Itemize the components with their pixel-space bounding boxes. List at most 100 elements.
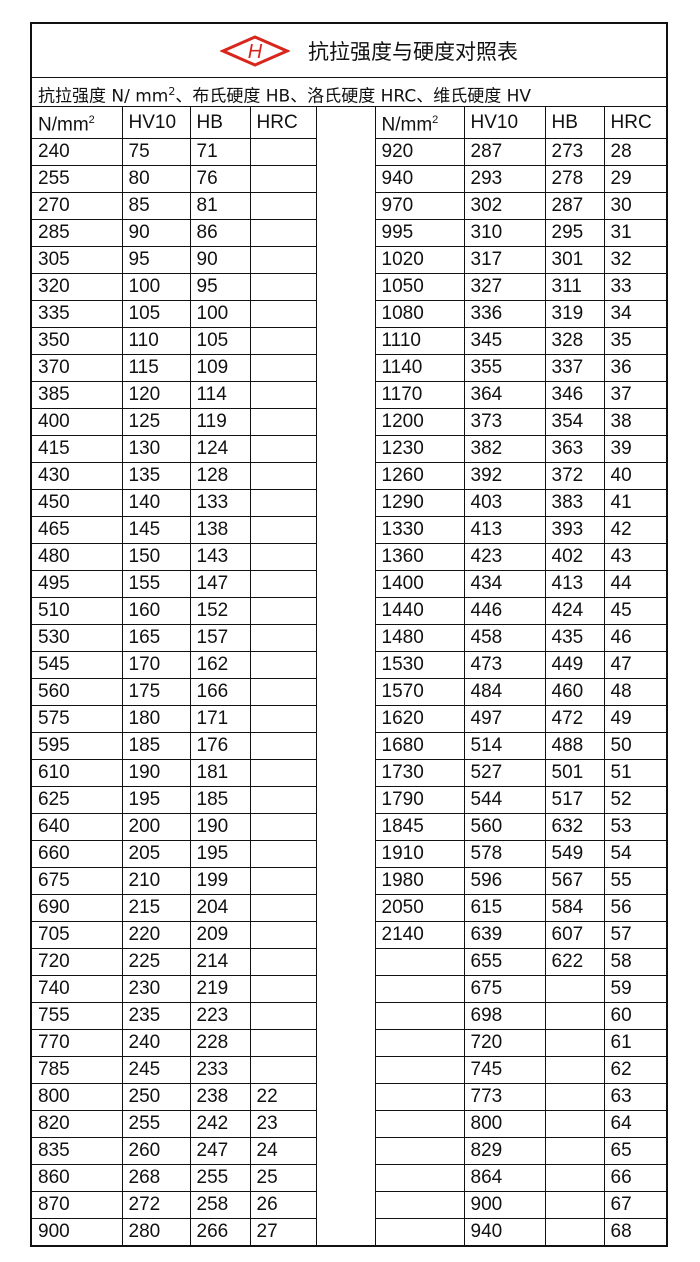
right-hrc-cell: 63 bbox=[603, 1083, 666, 1112]
table-row: 740 230 219 675 59 bbox=[32, 975, 666, 1004]
right-hrc-cell: 40 bbox=[603, 462, 666, 491]
right-hrc-cell: 65 bbox=[603, 1137, 666, 1166]
column-gap bbox=[315, 1218, 376, 1246]
column-gap bbox=[315, 462, 376, 490]
right-hb-cell: 273 bbox=[544, 138, 605, 167]
left-hrc-cell bbox=[249, 543, 317, 572]
right-hb-cell: 354 bbox=[544, 408, 605, 437]
table-row: 370 115 109 1140 355 337 36 bbox=[32, 354, 666, 383]
header-label: HRC bbox=[256, 111, 298, 133]
left-hb-cell: 128 bbox=[189, 462, 251, 491]
left-hb-cell: 219 bbox=[189, 975, 251, 1004]
right-hb-cell: 584 bbox=[544, 894, 605, 923]
right-hrc-cell: 66 bbox=[603, 1164, 666, 1193]
right-hv10-cell: 514 bbox=[463, 732, 546, 761]
table-row: 690 215 204 2050 615 584 56 bbox=[32, 894, 666, 923]
header-label: HRC bbox=[610, 111, 652, 133]
right-hv10-cell: 317 bbox=[463, 246, 546, 275]
left-tensile-strength-cell: 625 bbox=[32, 786, 123, 815]
left-hb-cell: 166 bbox=[189, 678, 251, 707]
right-hrc-cell: 55 bbox=[603, 867, 666, 896]
left-hrc-cell bbox=[249, 408, 317, 437]
right-hv10-cell: 829 bbox=[463, 1137, 546, 1166]
header-label: N/mm bbox=[381, 114, 433, 136]
left-hrc-cell: 25 bbox=[249, 1164, 317, 1193]
right-hb-cell: 402 bbox=[544, 543, 605, 572]
right-hb-cell: 549 bbox=[544, 840, 605, 869]
left-hrc-cell bbox=[249, 813, 317, 842]
right-hv10-cell: 392 bbox=[463, 462, 546, 491]
right-hb-cell: 346 bbox=[544, 381, 605, 410]
left-hv10-cell: 230 bbox=[121, 975, 191, 1004]
left-tensile-strength-cell: 240 bbox=[32, 138, 123, 167]
left-tensile-strength-cell: 430 bbox=[32, 462, 123, 491]
left-tensile-strength-cell: 595 bbox=[32, 732, 123, 761]
table-row: 465 145 138 1330 413 393 42 bbox=[32, 516, 666, 545]
table-row: 430 135 128 1260 392 372 40 bbox=[32, 462, 666, 491]
column-gap bbox=[315, 489, 376, 517]
right-hb-cell: 301 bbox=[544, 246, 605, 275]
right-hb-cell: 311 bbox=[544, 273, 605, 302]
left-hv10-cell: 100 bbox=[121, 273, 191, 302]
right-hb-cell: 413 bbox=[544, 570, 605, 599]
left-tensile-strength-cell: 255 bbox=[32, 165, 123, 194]
left-hb-cell: 133 bbox=[189, 489, 251, 518]
right-hv10-cell: 773 bbox=[463, 1083, 546, 1112]
right-hb-cell: 383 bbox=[544, 489, 605, 518]
column-gap bbox=[315, 300, 376, 328]
right-tensile-strength-cell bbox=[374, 1164, 465, 1193]
right-hrc-cell: 50 bbox=[603, 732, 666, 761]
table-row: 900 280 266 27 940 68 bbox=[32, 1218, 666, 1246]
left-hv10-cell: 140 bbox=[121, 489, 191, 518]
right-hv10-cell: 423 bbox=[463, 543, 546, 572]
right-tensile-strength-cell: 1620 bbox=[374, 705, 465, 734]
right-hrc-cell: 56 bbox=[603, 894, 666, 923]
table-row: 385 120 114 1170 364 346 37 bbox=[32, 381, 666, 410]
right-hrc-cell: 47 bbox=[603, 651, 666, 680]
left-hrc-cell bbox=[249, 1029, 317, 1058]
right-tensile-strength-cell bbox=[374, 1056, 465, 1085]
left-header-hb: HB bbox=[189, 107, 251, 140]
left-hb-cell: 100 bbox=[189, 300, 251, 329]
right-hb-cell bbox=[544, 1002, 605, 1031]
right-hb-cell: 517 bbox=[544, 786, 605, 815]
right-header-tensile-strength: N/mm2 bbox=[374, 107, 465, 140]
left-hb-cell: 258 bbox=[189, 1191, 251, 1220]
table-row: 335 105 100 1080 336 319 34 bbox=[32, 300, 666, 329]
right-hv10-cell: 446 bbox=[463, 597, 546, 626]
left-hb-cell: 228 bbox=[189, 1029, 251, 1058]
left-tensile-strength-cell: 870 bbox=[32, 1191, 123, 1220]
right-hv10-cell: 527 bbox=[463, 759, 546, 788]
table-row: 675 210 199 1980 596 567 55 bbox=[32, 867, 666, 896]
header-label: HB bbox=[196, 111, 223, 133]
right-tensile-strength-cell bbox=[374, 1029, 465, 1058]
table-row: 625 195 185 1790 544 517 52 bbox=[32, 786, 666, 815]
right-tensile-strength-cell bbox=[374, 1002, 465, 1031]
right-tensile-strength-cell: 1400 bbox=[374, 570, 465, 599]
right-hb-cell: 449 bbox=[544, 651, 605, 680]
right-header-hb: HB bbox=[544, 107, 605, 140]
left-hb-cell: 147 bbox=[189, 570, 251, 599]
column-gap bbox=[315, 138, 376, 166]
left-tensile-strength-cell: 495 bbox=[32, 570, 123, 599]
left-tensile-strength-cell: 320 bbox=[32, 273, 123, 302]
right-hb-cell: 424 bbox=[544, 597, 605, 626]
right-tensile-strength-cell: 1570 bbox=[374, 678, 465, 707]
right-hb-cell: 278 bbox=[544, 165, 605, 194]
right-hrc-cell: 64 bbox=[603, 1110, 666, 1139]
column-gap bbox=[315, 975, 376, 1003]
left-hb-cell: 157 bbox=[189, 624, 251, 653]
left-hb-cell: 238 bbox=[189, 1083, 251, 1112]
right-hb-cell: 295 bbox=[544, 219, 605, 248]
right-tensile-strength-cell: 970 bbox=[374, 192, 465, 221]
left-hv10-cell: 220 bbox=[121, 921, 191, 950]
right-tensile-strength-cell: 940 bbox=[374, 165, 465, 194]
right-hv10-cell: 302 bbox=[463, 192, 546, 221]
right-hrc-cell: 54 bbox=[603, 840, 666, 869]
left-hv10-cell: 225 bbox=[121, 948, 191, 977]
right-hrc-cell: 57 bbox=[603, 921, 666, 950]
right-hv10-cell: 473 bbox=[463, 651, 546, 680]
right-tensile-strength-cell bbox=[374, 1191, 465, 1220]
right-hv10-cell: 578 bbox=[463, 840, 546, 869]
subtitle-text-rest: 、布氏硬度 HB、洛氏硬度 HRC、维氏硬度 HV bbox=[175, 86, 532, 107]
